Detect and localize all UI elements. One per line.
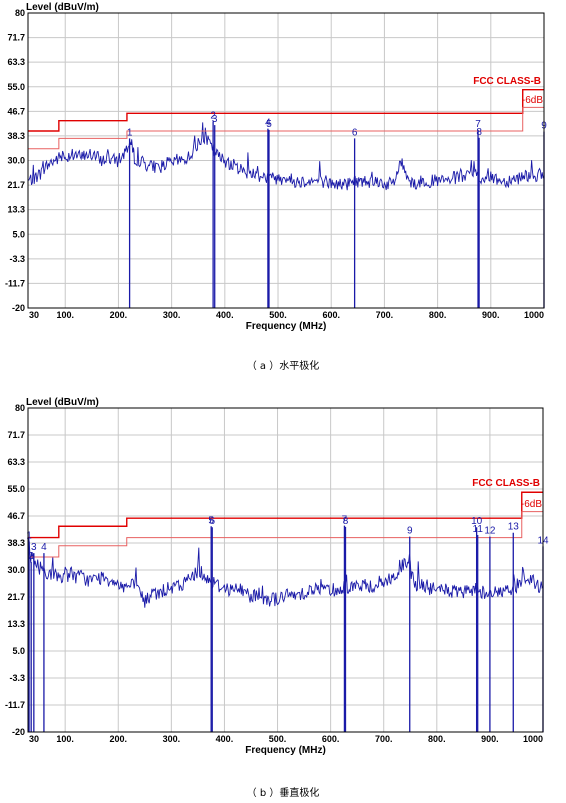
marker-label: 13 [508, 522, 520, 533]
y-tick-label: 5.0 [12, 229, 25, 239]
y-tick-label: 13.3 [7, 619, 25, 629]
x-tick-label: 800. [428, 734, 446, 744]
x-tick-label: 400. [216, 734, 234, 744]
limit-label: FCC CLASS-B [472, 478, 540, 489]
marker-label: 11 [473, 524, 484, 535]
y-tick-label: 46.7 [7, 106, 25, 116]
y-tick-label: 80 [15, 403, 25, 413]
y-tick-label: 30.0 [7, 565, 25, 575]
x-tick-label: 600. [322, 734, 340, 744]
x-tick-label: 600. [322, 310, 340, 320]
marker-label: 6 [352, 127, 358, 138]
x-tick-label: 400. [216, 310, 234, 320]
x-tick-label: 300. [163, 310, 181, 320]
x-tick-label: 700. [375, 734, 393, 744]
y-tick-label: -11.7 [5, 700, 25, 710]
y-tick-label: 13.3 [7, 205, 25, 215]
x-tick-label: 500. [269, 734, 287, 744]
x-tick-label: 900. [481, 734, 499, 744]
y-tick-label: 5.0 [12, 646, 25, 656]
marker-label: 4 [41, 542, 47, 553]
y-tick-label: 38.3 [7, 131, 25, 141]
margin-label: -6dB [522, 95, 543, 106]
x-axis-title: Frequency (MHz) [245, 745, 326, 756]
marker-label: 8 [343, 516, 349, 527]
x-tick-label: 500. [269, 310, 287, 320]
x-tick-label: 30 [29, 310, 39, 320]
y-axis-title: Level (dBuV/m) [26, 2, 99, 13]
y-tick-label: -20 [12, 303, 25, 313]
y-tick-label: 21.7 [7, 592, 25, 602]
y-tick-label: 71.7 [7, 33, 25, 43]
y-tick-label: -3.3 [9, 254, 25, 264]
x-axis-title: Frequency (MHz) [246, 321, 327, 332]
caption-vertical-polarization: （ b ）垂直极化 [0, 784, 566, 799]
x-tick-label: 800. [429, 310, 447, 320]
marker-label: 9 [407, 526, 413, 537]
y-tick-label: 63.3 [7, 457, 25, 467]
y-tick-label: -20 [12, 727, 25, 737]
x-tick-label: 100. [56, 734, 74, 744]
marker-label: 6 [209, 516, 215, 527]
chart-horizontal-polarization: FCC CLASS-B -6dB 1 2 3 4 5 6 7 8 9 80 71.7 63.3 55.0 46… [0, 0, 566, 335]
marker-label: 3 [31, 542, 37, 553]
y-tick-label: 71.7 [7, 430, 25, 440]
y-tick-label: 55.0 [7, 82, 25, 92]
x-tick-label: 100. [56, 310, 74, 320]
x-tick-label: 700. [376, 310, 394, 320]
x-tick-label: 1000 [523, 734, 543, 744]
marker-label: 5 [266, 119, 272, 130]
marker-label: 8 [476, 127, 482, 138]
x-tick-label: 1000 [524, 310, 544, 320]
y-tick-label: 80 [15, 8, 25, 18]
caption-horizontal-polarization: （ a ）水平极化 [0, 357, 566, 372]
margin-label: -6dB [521, 499, 542, 510]
y-tick-label: 30.0 [7, 156, 25, 166]
x-tick-label: 30 [29, 734, 39, 744]
x-tick-label: 900. [482, 310, 500, 320]
x-tick-label: 200. [110, 310, 128, 320]
y-axis-title: Level (dBuV/m) [26, 397, 99, 408]
marker-label: 12 [484, 526, 496, 537]
marker-label: 1 [127, 127, 133, 138]
x-tick-label: 300. [163, 734, 181, 744]
y-tick-label: 63.3 [7, 57, 25, 67]
y-tick-label: 21.7 [7, 180, 25, 190]
x-tick-label: 200. [109, 734, 127, 744]
y-tick-label: 46.7 [7, 511, 25, 521]
y-tick-label: 55.0 [7, 484, 25, 494]
limit-label: FCC CLASS-B [473, 76, 541, 87]
marker-label: 1 [26, 530, 32, 541]
y-tick-label: -3.3 [9, 673, 25, 683]
marker-label: 3 [212, 114, 218, 125]
y-tick-label: -11.7 [5, 278, 25, 288]
y-tick-label: 38.3 [7, 538, 25, 548]
chart-vertical-polarization: FCC CLASS-B -6dB 1 2 3 4 5 6 7 8 9 10 11 12 13 14 80 71.7… [0, 393, 566, 763]
